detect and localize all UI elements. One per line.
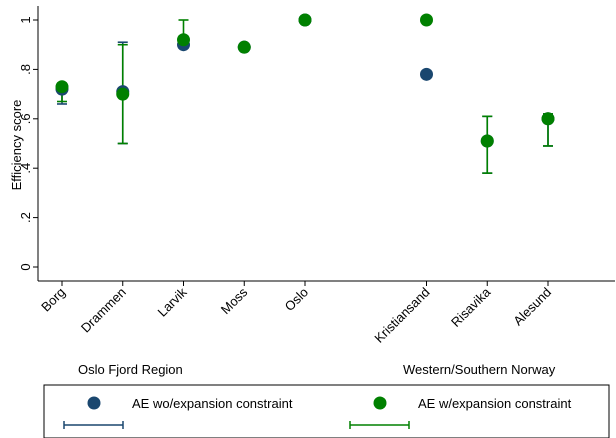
x-tick-label: Moss	[218, 284, 251, 317]
legend: AE wo/expansion constraint AE w/expansio…	[43, 384, 610, 438]
legend-label-series-2: AE w/expansion constraint	[418, 396, 572, 411]
x-tick-label: Borg	[38, 285, 68, 315]
data-point-series-2	[420, 13, 433, 27]
data-point-series-2	[541, 112, 555, 126]
y-axis-label: Efficiency score	[9, 100, 24, 191]
x-tick-label: Kristiansand	[371, 285, 432, 346]
y-tick-label: .8	[18, 64, 33, 75]
x-tick-label: Risavika	[448, 284, 494, 330]
y-tick-label: 0	[18, 263, 33, 270]
data-point-series-2	[116, 87, 130, 101]
markers	[55, 13, 555, 148]
y-tick-label: .6	[18, 113, 33, 124]
x-tick-label: Alesund	[510, 285, 554, 329]
data-point-series-2	[480, 134, 494, 148]
data-point-series-2	[55, 80, 69, 94]
x-tick-label: Oslo	[282, 285, 312, 315]
legend-marker-series-1	[87, 396, 101, 410]
y-tick-label: .2	[18, 212, 33, 223]
data-point-series-2	[237, 40, 251, 54]
plot-frame	[30, 5, 616, 282]
data-point-series-2	[177, 33, 190, 47]
x-tick-label: Larvik	[154, 284, 189, 319]
region-label-oslo-fjord: Oslo Fjord Region	[78, 362, 183, 377]
data-point-series-1	[420, 67, 433, 81]
y-tick-label: .4	[18, 163, 33, 174]
y-tick-label: 1	[18, 16, 33, 23]
data-point-series-2	[298, 13, 312, 27]
legend-label-series-1: AE wo/expansion constraint	[132, 396, 293, 411]
x-tick-label: Drammen	[78, 285, 129, 336]
region-label-western-southern: Western/Southern Norway	[403, 362, 556, 377]
axes	[33, 6, 615, 286]
legend-box	[43, 384, 610, 438]
legend-marker-series-2	[373, 396, 387, 410]
